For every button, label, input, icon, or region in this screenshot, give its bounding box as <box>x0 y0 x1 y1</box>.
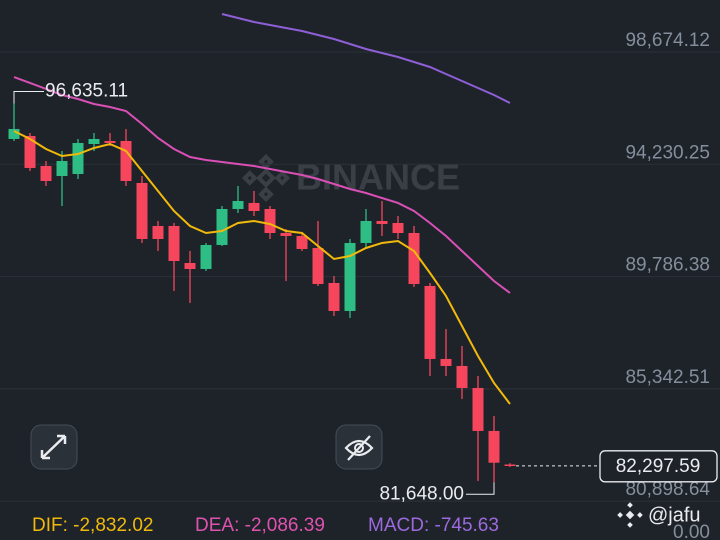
candle-body <box>152 226 164 239</box>
candle-body <box>424 285 436 359</box>
indicator-label: MACD: -745.63 <box>368 515 499 536</box>
sub-axis-label: 0.00 <box>673 522 710 540</box>
candle-body <box>248 202 260 211</box>
candle-body <box>8 128 20 139</box>
y-tick-label: 98,674.12 <box>625 30 710 51</box>
candle-body <box>392 222 404 234</box>
moving-average-line <box>13 76 511 294</box>
y-tick-label: 89,786.38 <box>625 255 710 276</box>
candle-body <box>184 262 196 269</box>
moving-average-line <box>221 13 511 104</box>
candle-body <box>440 358 452 366</box>
candle-body <box>88 138 100 144</box>
indicator-label: DIF: -2,832.02 <box>32 515 153 536</box>
hide-button[interactable] <box>335 424 383 470</box>
candle-body <box>472 387 484 431</box>
candle-body <box>216 208 228 245</box>
candle-body <box>376 220 388 224</box>
candle-body <box>104 140 116 143</box>
candle-body <box>168 226 180 261</box>
watermark-text: BINANCE <box>296 157 460 198</box>
candle-body <box>328 282 340 311</box>
moving-average-line <box>13 130 511 405</box>
candle-body <box>488 430 500 463</box>
candle-body <box>312 247 324 284</box>
candle-body <box>280 233 292 236</box>
candle-body <box>232 200 244 209</box>
user-handle: @jafu <box>648 504 701 526</box>
candle-body <box>136 182 148 239</box>
high-label: 96,635.11 <box>45 81 128 102</box>
high-label-line <box>13 91 44 104</box>
candle-body <box>344 242 356 311</box>
candle-body <box>24 135 36 168</box>
y-tick-label: 80,898.64 <box>625 479 710 500</box>
watermark: BINANCE <box>241 153 460 203</box>
low-label: 81,648.00 <box>379 483 464 504</box>
last-price-label: 82,297.59 <box>616 456 701 477</box>
indicator-label: DEA: -2,086.39 <box>195 515 325 536</box>
y-tick-label: 94,230.25 <box>625 142 710 163</box>
low-label-line <box>466 482 495 495</box>
candle-body <box>200 244 212 269</box>
candle-body <box>360 220 372 243</box>
expand-button[interactable] <box>30 424 78 470</box>
candle-body <box>120 140 132 181</box>
candle-body <box>56 161 68 176</box>
candle-body <box>408 233 420 284</box>
candle-body <box>264 208 276 234</box>
candle-body <box>72 142 84 174</box>
last-price-tag <box>599 450 718 483</box>
y-tick-label: 85,342.51 <box>625 367 710 388</box>
candle-body <box>40 165 52 181</box>
candle-body <box>456 365 468 388</box>
candle-body <box>296 235 308 249</box>
candle-body <box>504 464 516 467</box>
